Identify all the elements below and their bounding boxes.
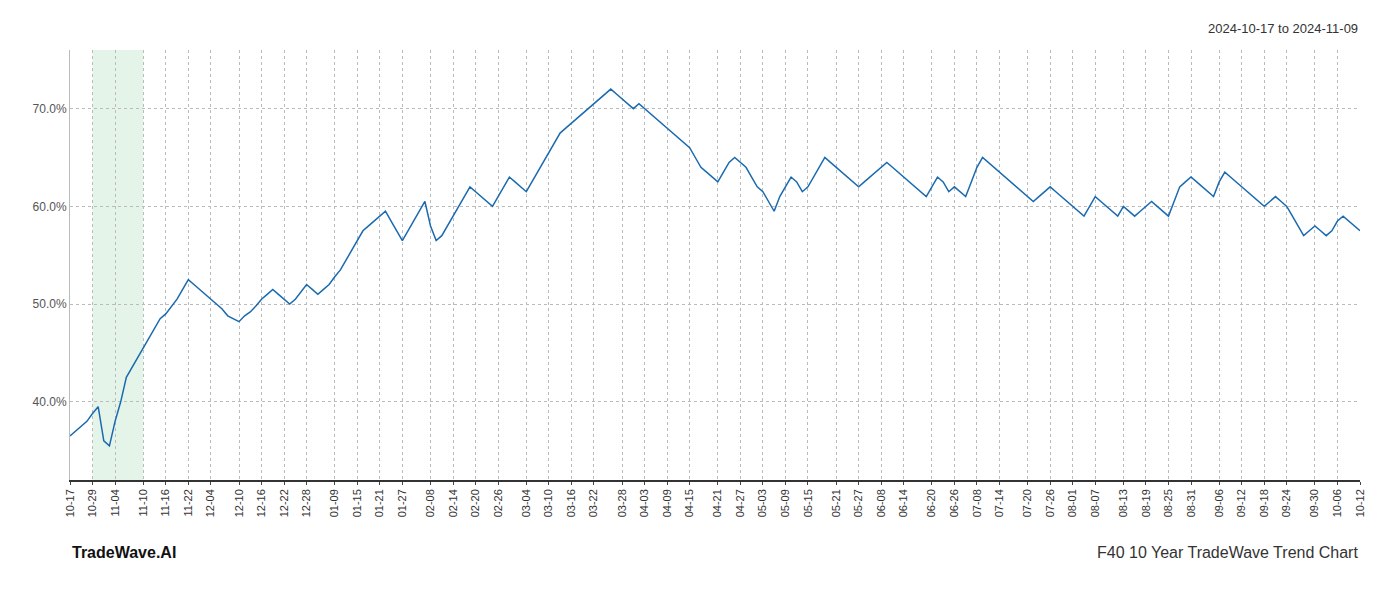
- svg-text:10-06: 10-06: [1331, 489, 1343, 517]
- svg-text:F40 10 Year TradeWave Trend Ch: F40 10 Year TradeWave Trend Chart: [1097, 544, 1358, 561]
- svg-text:08-19: 08-19: [1140, 489, 1152, 517]
- svg-text:06-08: 06-08: [875, 489, 887, 517]
- svg-text:05-09: 05-09: [779, 489, 791, 517]
- svg-text:TradeWave.AI: TradeWave.AI: [72, 544, 176, 561]
- svg-text:05-21: 05-21: [830, 489, 842, 517]
- svg-text:07-26: 07-26: [1044, 489, 1056, 517]
- svg-text:12-22: 12-22: [278, 489, 290, 517]
- svg-text:08-01: 08-01: [1066, 489, 1078, 517]
- svg-text:11-10: 11-10: [137, 489, 149, 516]
- svg-text:08-25: 08-25: [1162, 489, 1174, 517]
- svg-text:03-28: 03-28: [616, 489, 628, 517]
- svg-text:06-20: 06-20: [925, 489, 937, 517]
- svg-text:02-20: 02-20: [469, 489, 481, 517]
- svg-text:04-03: 04-03: [638, 489, 650, 517]
- svg-text:12-04: 12-04: [204, 489, 216, 517]
- svg-text:01-21: 01-21: [373, 489, 385, 517]
- svg-text:02-26: 02-26: [492, 489, 504, 517]
- svg-text:07-20: 07-20: [1021, 489, 1033, 517]
- svg-text:09-18: 09-18: [1258, 489, 1270, 517]
- svg-text:08-31: 08-31: [1185, 489, 1197, 517]
- svg-text:11-16: 11-16: [159, 489, 171, 516]
- svg-text:06-14: 06-14: [897, 489, 909, 517]
- svg-text:11-04: 11-04: [109, 489, 121, 516]
- svg-text:01-27: 01-27: [396, 489, 408, 517]
- svg-text:12-28: 12-28: [300, 489, 312, 517]
- svg-text:05-15: 05-15: [802, 489, 814, 517]
- svg-text:04-27: 04-27: [734, 489, 746, 517]
- svg-text:04-15: 04-15: [683, 489, 695, 517]
- svg-text:03-22: 03-22: [587, 489, 599, 517]
- svg-text:2024-10-17 to 2024-11-09: 2024-10-17 to 2024-11-09: [1208, 21, 1358, 36]
- svg-text:02-14: 02-14: [447, 489, 459, 517]
- svg-text:12-10: 12-10: [233, 489, 245, 517]
- svg-text:05-03: 05-03: [756, 489, 768, 517]
- svg-text:11-22: 11-22: [182, 489, 194, 516]
- svg-text:09-06: 09-06: [1213, 489, 1225, 517]
- svg-text:60.0%: 60.0%: [33, 200, 67, 214]
- svg-text:09-24: 09-24: [1280, 489, 1292, 517]
- svg-text:70.0%: 70.0%: [33, 102, 67, 116]
- svg-text:10-17: 10-17: [64, 489, 76, 517]
- svg-text:03-16: 03-16: [565, 489, 577, 517]
- svg-text:09-12: 09-12: [1235, 489, 1247, 517]
- svg-text:04-21: 04-21: [711, 489, 723, 517]
- svg-text:03-10: 03-10: [542, 489, 554, 517]
- svg-text:09-30: 09-30: [1309, 489, 1321, 517]
- svg-text:03-04: 03-04: [520, 489, 532, 517]
- svg-text:04-09: 04-09: [661, 489, 673, 517]
- svg-text:07-14: 07-14: [993, 489, 1005, 517]
- svg-text:06-26: 06-26: [948, 489, 960, 517]
- svg-text:10-29: 10-29: [86, 489, 98, 517]
- svg-text:02-08: 02-08: [424, 489, 436, 517]
- svg-text:08-07: 08-07: [1089, 489, 1101, 517]
- svg-text:10-12: 10-12: [1354, 489, 1366, 517]
- svg-text:12-16: 12-16: [255, 489, 267, 517]
- svg-text:40.0%: 40.0%: [33, 395, 67, 409]
- svg-text:01-15: 01-15: [351, 489, 363, 517]
- svg-text:50.0%: 50.0%: [33, 297, 67, 311]
- svg-text:08-13: 08-13: [1117, 489, 1129, 517]
- svg-text:01-09: 01-09: [328, 489, 340, 517]
- svg-text:05-27: 05-27: [852, 489, 864, 517]
- svg-text:07-08: 07-08: [971, 489, 983, 517]
